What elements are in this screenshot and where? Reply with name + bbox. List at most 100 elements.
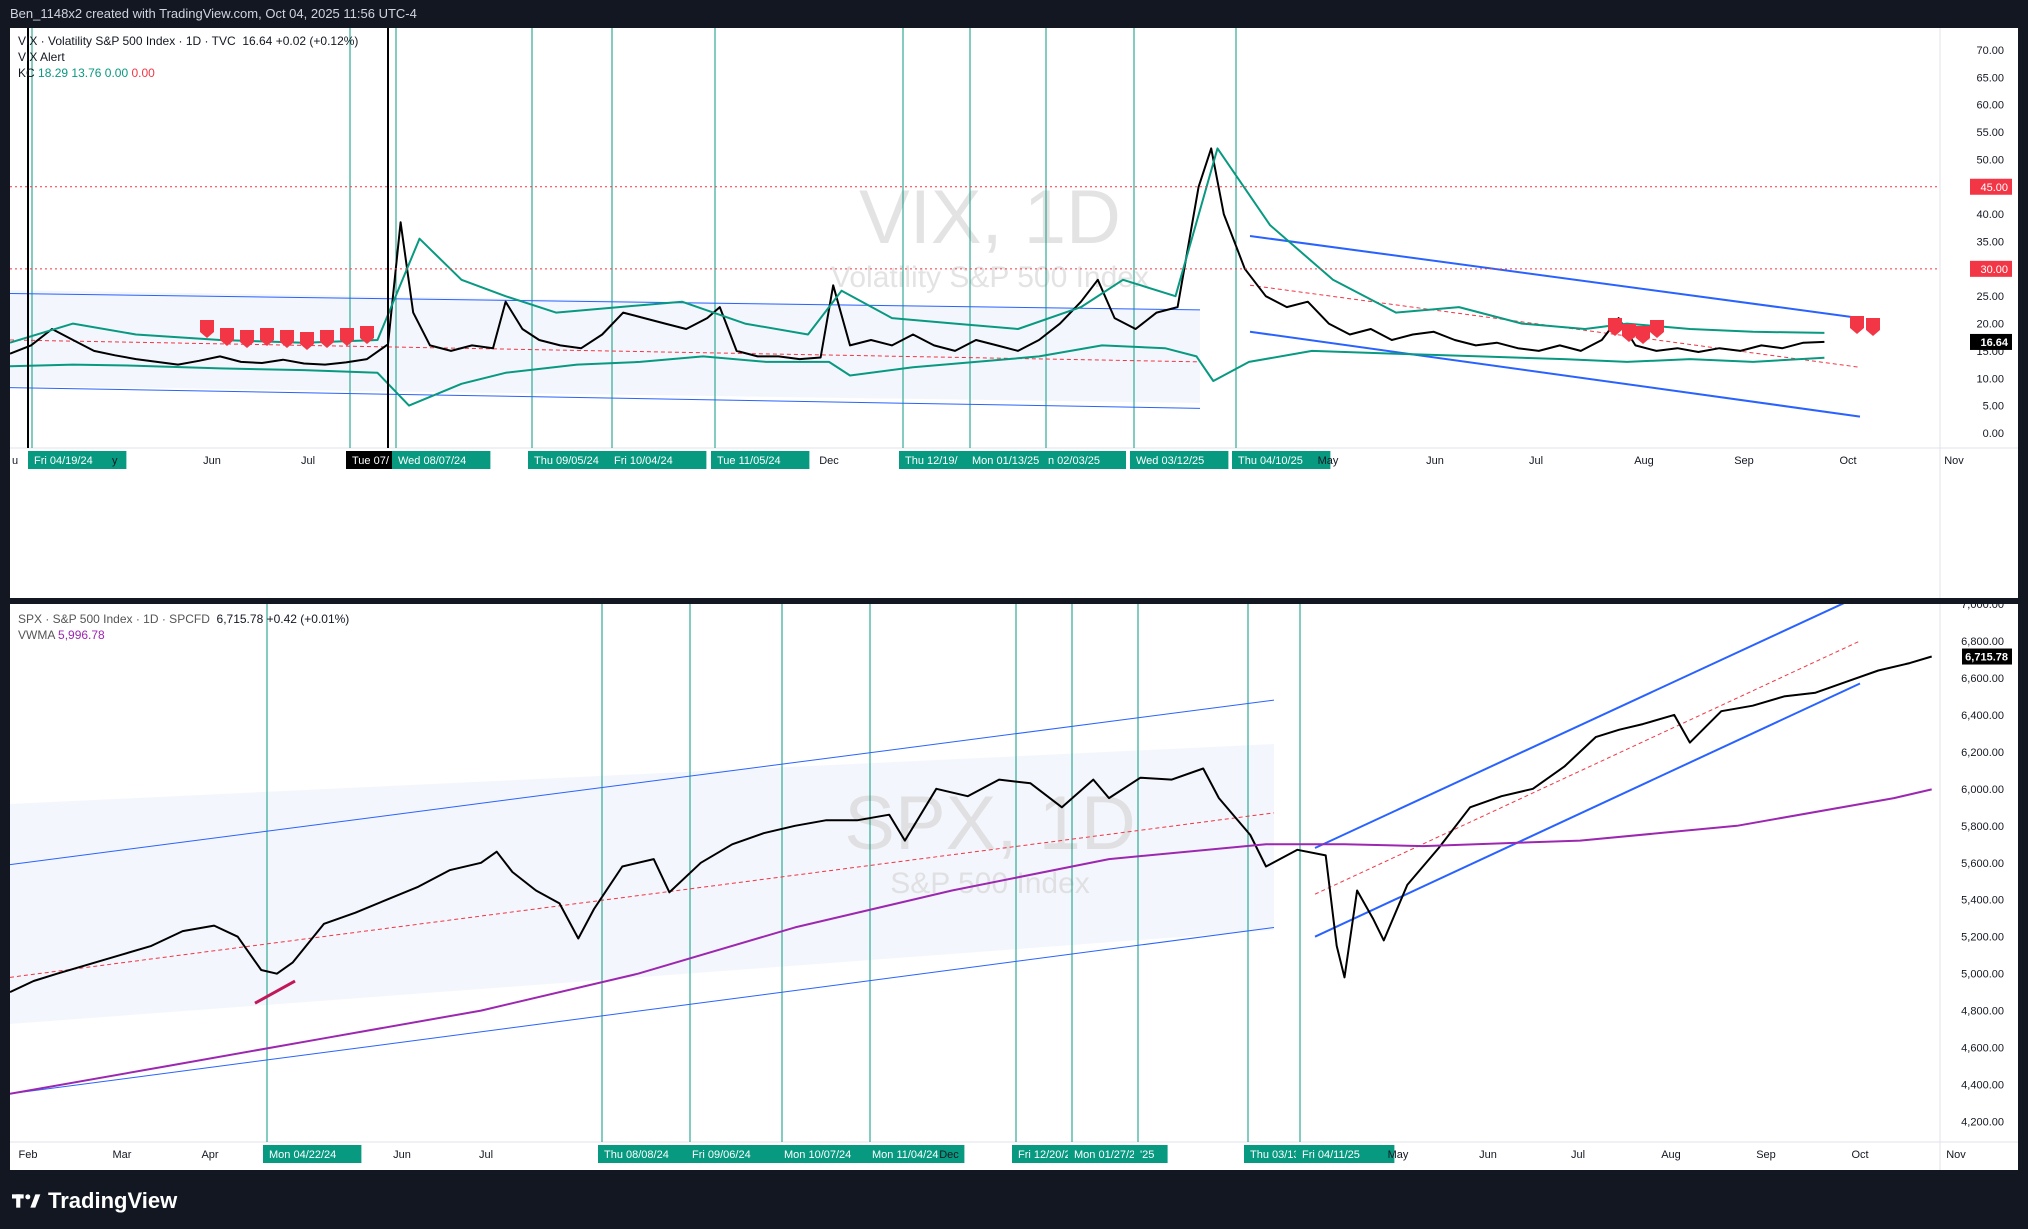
date-marker-label: Thu 12/19/ (905, 455, 959, 467)
date-marker-label: Mon 01/13/25 (972, 455, 1039, 467)
alert-level-label: 30.00 (1980, 264, 2008, 276)
month-label: Oct (1851, 1149, 1868, 1161)
vix-price-line (10, 147, 1825, 366)
date-marker-box (263, 1145, 362, 1163)
recent-lower-trend (1249, 330, 1861, 418)
y-tick-label: 6,200.00 (1961, 747, 2004, 759)
date-marker-label: Wed 08/07/24 (398, 455, 466, 467)
date-marker-label: '25 (1140, 1149, 1154, 1161)
alert-marker-icon (300, 332, 314, 350)
vix-alert-label: VIX Alert (18, 50, 65, 64)
recent-mid-trend (1314, 640, 1861, 895)
alert-marker-icon (1608, 318, 1622, 336)
vix-legend-line1: VIX · Volatility S&P 500 Index · 1D · TV… (18, 34, 358, 48)
alert-marker-icon (280, 330, 294, 348)
alert-marker-icon (1850, 316, 1864, 334)
pane-separator[interactable] (10, 598, 2018, 604)
y-tick-label: 0.00 (1983, 428, 2004, 440)
watermark-title: VIX, 1D (859, 175, 1121, 260)
y-tick-label: 5,000.00 (1961, 969, 2004, 981)
date-marker-box (866, 1145, 965, 1163)
spx-legend-line1: SPX · S&P 500 Index · 1D · SPCFD 6,715.7… (18, 612, 349, 626)
y-tick-label: 6,800.00 (1961, 636, 2004, 648)
vwma-line (10, 788, 1932, 1095)
y-tick-label: 5.00 (1983, 401, 2004, 413)
date-marker-label: Mon 11/04/24 (872, 1149, 938, 1161)
date-marker-box (1296, 1145, 1395, 1163)
alert-level-label: 45.00 (1980, 182, 2008, 194)
month-label: Oct (1839, 455, 1856, 467)
y-tick-label: 5,200.00 (1961, 932, 2004, 944)
tradingview-logo[interactable]: TradingView (12, 1188, 177, 1214)
alert-marker-icon (1636, 326, 1650, 344)
month-label: Jun (393, 1149, 411, 1161)
vwma-value: 5,996.78 (58, 628, 105, 642)
vwma-label: VWMA (18, 628, 55, 642)
alert-level-box (1970, 178, 2012, 195)
month-label: Jul (479, 1149, 493, 1161)
y-tick-label: 40.00 (1976, 209, 2004, 221)
mid-channel-line (10, 812, 1275, 978)
y-tick-label: 65.00 (1976, 72, 2004, 84)
kc-upper-band (10, 147, 1825, 344)
recent-mid-trend (1249, 284, 1861, 368)
vix-pane[interactable]: VIX, 1D Volatility S&P 500 Index Fri 04/19… (10, 28, 2018, 598)
upper-channel-line (10, 699, 1275, 866)
y-tick-label: 50.00 (1976, 154, 2004, 166)
y-tick-label: 6,600.00 (1961, 673, 2004, 685)
kc-label: KC (18, 66, 35, 80)
date-marker-box (1134, 1145, 1168, 1163)
tradingview-logo-icon (12, 1194, 41, 1208)
alert-marker-icon (320, 330, 334, 348)
kc-legend: KC 18.29 13.76 0.00 0.00 (18, 66, 155, 80)
alert-marker-icon (200, 320, 214, 338)
date-marker-box (598, 1145, 697, 1163)
vwma-legend: VWMA 5,996.78 (18, 628, 105, 642)
watermark-subtitle: Volatility S&P 500 Index (831, 261, 1149, 294)
date-marker-label: Tue 07/ (352, 455, 390, 467)
kc-lower-band (10, 344, 1825, 407)
vix-symbol-values: 16.64 +0.02 (+0.12%) (242, 34, 359, 48)
upper-channel-line (10, 292, 1201, 311)
recent-lower-trend (1314, 682, 1861, 938)
lower-channel-line (10, 387, 1201, 409)
month-label: Nov (1946, 1149, 1966, 1161)
date-marker-label: Mon 10/07/24 (784, 1149, 851, 1161)
y-tick-label: 7,000.00 (1961, 604, 2004, 611)
watermark-title: SPX, 1D (844, 781, 1135, 866)
date-marker-label: n 02/03/25 (1048, 455, 1100, 467)
month-label: Aug (1661, 1149, 1681, 1161)
month-label-partial: u (12, 455, 18, 467)
y-tick-label: 35.00 (1976, 236, 2004, 248)
month-label: May (1388, 1149, 1409, 1161)
spx-price-line (10, 655, 1932, 994)
month-label: May (1318, 455, 1339, 467)
date-marker-box (392, 451, 491, 469)
y-tick-label: 55.00 (1976, 127, 2004, 139)
last-price-box (1970, 333, 2012, 350)
y-tick-label: 4,600.00 (1961, 1043, 2004, 1055)
y-tick-label: 70.00 (1976, 45, 2004, 57)
y-tick-label: 4,800.00 (1961, 1006, 2004, 1018)
date-marker-box (528, 451, 627, 469)
date-marker-box (1232, 451, 1331, 469)
date-marker-label: Thu 08/08/24 (604, 1149, 669, 1161)
month-label: Sep (1734, 455, 1754, 467)
kc-value-3: 0.00 (104, 66, 129, 80)
alert-marker-icon (1866, 318, 1880, 336)
month-label: Dec (939, 1149, 959, 1161)
recent-upper-trend (1314, 604, 1845, 849)
y-tick-label: 6,000.00 (1961, 784, 2004, 796)
date-marker-label: Fri 04/11/25 (1302, 1149, 1360, 1161)
kc-value-lower: 13.76 (71, 66, 102, 80)
date-marker-box (966, 451, 1065, 469)
alert-marker-icon (240, 330, 254, 348)
spx-pane[interactable]: SPX, 1D S&P 500 Index Mon 04/22/24 Thu 08/0… (10, 604, 2018, 1170)
spx-symbol-values: 6,715.78 +0.42 (+0.01%) (216, 612, 350, 626)
footer: TradingView (0, 1170, 2028, 1229)
date-marker-box (899, 451, 983, 469)
date-marker-box (686, 1145, 785, 1163)
alert-marker-icon (1622, 324, 1636, 342)
